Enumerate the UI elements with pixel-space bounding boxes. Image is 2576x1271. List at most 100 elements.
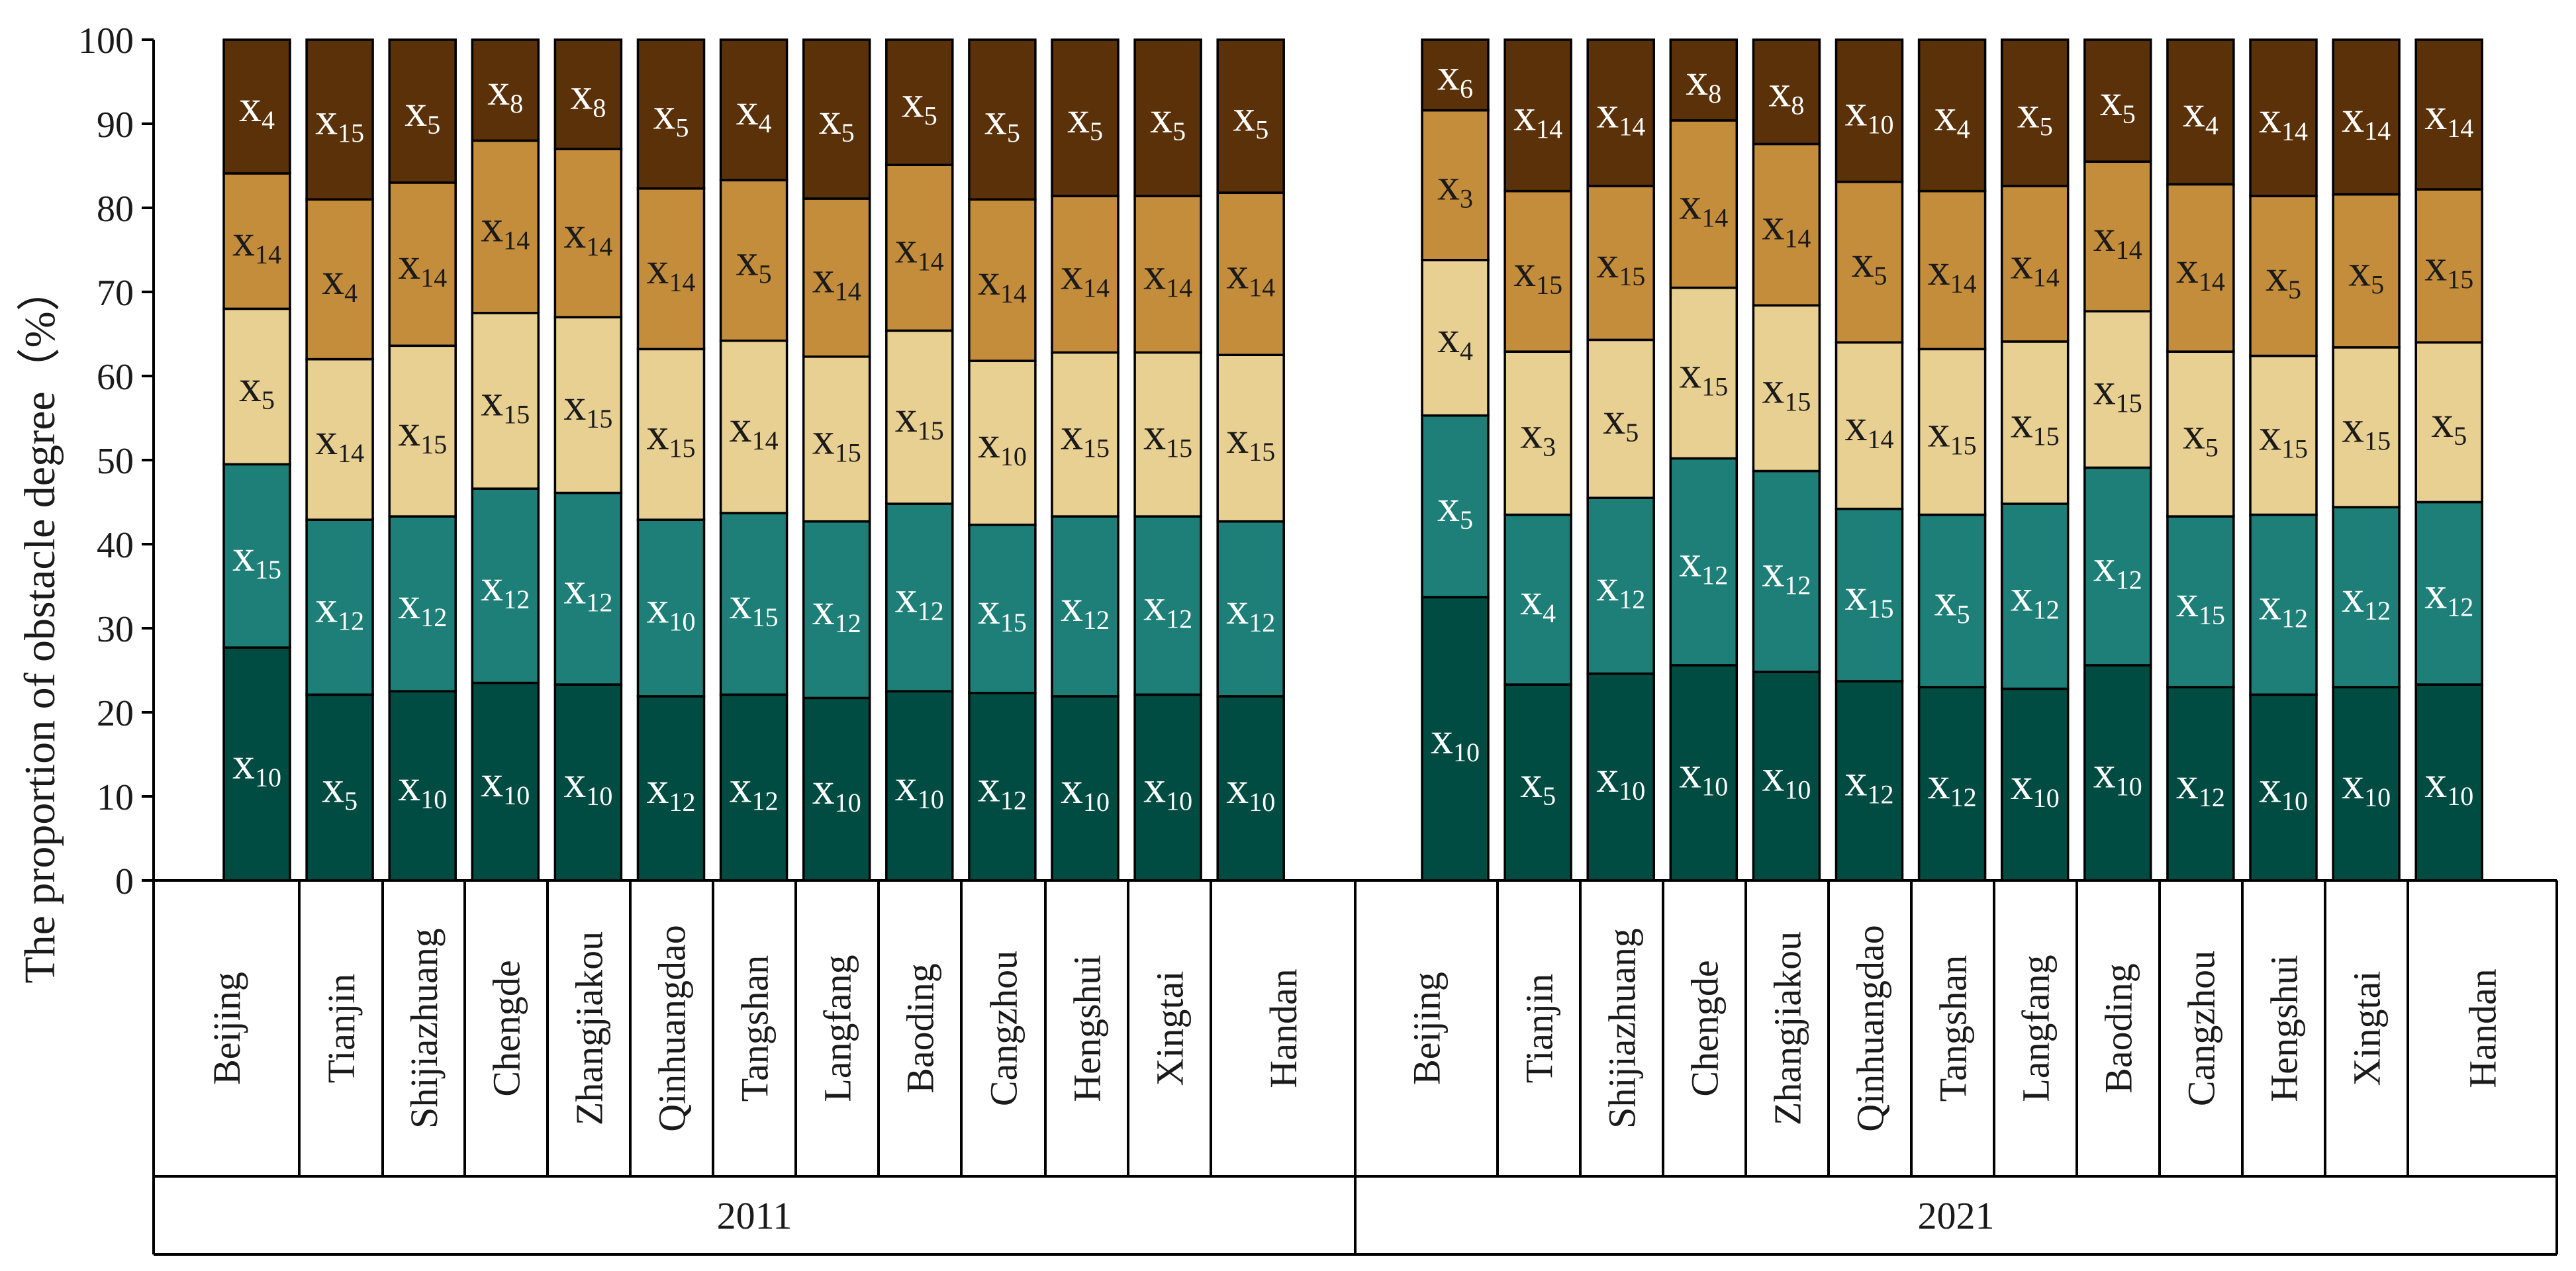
x-category-label: Tangshan (734, 955, 777, 1102)
bar-segment (305, 693, 374, 882)
bar-segment (222, 172, 291, 310)
bar-segment (1586, 672, 1655, 882)
x-category-label: Baoding (899, 963, 942, 1094)
segment-label: x14 (2176, 242, 2225, 297)
year-group-label: 2021 (1918, 1194, 1995, 1237)
segment-label: x5 (1934, 575, 1970, 630)
bar-segment (2414, 38, 2483, 191)
segment-label: x3 (1520, 407, 1556, 461)
segment-label: x10 (2342, 758, 2391, 812)
bar-segment (885, 690, 954, 882)
bar-segment (2249, 195, 2318, 357)
segment-label: x12 (1845, 755, 1894, 810)
bar-segment (471, 38, 540, 142)
segment-label: x14 (481, 201, 530, 256)
y-axis-title: The proportion of obstacle degree（%） (16, 267, 64, 983)
x-category-label: Tianjin (1518, 974, 1561, 1083)
bar-segment (222, 463, 291, 649)
segment-label: x10 (481, 756, 530, 810)
bar-segment (2000, 340, 2070, 505)
bar-segment (1216, 695, 1285, 882)
segment-label: x14 (232, 215, 281, 269)
bar-segment (802, 520, 871, 700)
bar-segment (2083, 310, 2152, 469)
segment-label: x4 (322, 254, 358, 308)
bar-segment (2414, 188, 2483, 344)
bar-segment (388, 344, 457, 518)
segment-label: x10 (812, 763, 861, 818)
bar-segment (2414, 683, 2483, 882)
year-group-label: 2011 (717, 1194, 792, 1237)
segment-label: x12 (2011, 571, 2060, 625)
x-category-label: Shijiazhuang (1601, 928, 1644, 1129)
bar-segment (1051, 195, 1120, 354)
segment-label: x15 (1928, 406, 1977, 460)
y-tick-label: 70 (97, 273, 134, 314)
x-category-label: Zhangjiakou (1766, 931, 1809, 1125)
y-tick-label: 60 (97, 357, 134, 398)
x-category-label: Tianjin (320, 974, 363, 1083)
x-category-label: Beijing (1406, 972, 1449, 1085)
segment-label: x5 (819, 93, 855, 148)
bar-segment (2166, 183, 2235, 353)
segment-label: x15 (812, 413, 861, 467)
segment-label: x15 (1143, 408, 1192, 463)
bar-segment (1503, 189, 1572, 353)
bar-segment (305, 357, 374, 521)
bar-segment (1752, 304, 1821, 473)
segment-label: x10 (1596, 751, 1645, 806)
segment-label: x12 (1143, 580, 1192, 634)
y-tick-label: 0 (115, 861, 134, 902)
x-category-label: Hengshui (2263, 955, 2306, 1102)
bar-segment (305, 198, 374, 361)
bar-segment (553, 316, 623, 494)
segment-label: x15 (1845, 569, 1894, 624)
segment-label: x14 (563, 207, 612, 261)
bar-segment (802, 38, 871, 200)
bar-segment (305, 38, 374, 201)
segment-label: x15 (978, 583, 1027, 637)
bar-segment (1586, 496, 1655, 675)
bar-segment (1216, 520, 1285, 698)
segment-label: x10 (895, 760, 944, 814)
bar-segment (719, 38, 788, 181)
segment-label: x5 (2017, 87, 2053, 141)
bar-segment (1917, 686, 1987, 882)
segment-label: x5 (2431, 397, 2467, 451)
bar-segment (388, 690, 457, 882)
segment-label: x10 (2093, 747, 2142, 801)
bar-segment (1669, 664, 1739, 882)
segment-label: x4 (239, 81, 275, 135)
segment-label: x4 (1520, 574, 1556, 628)
x-category-label: Hengshui (1066, 955, 1109, 1102)
segment-label: x14 (1762, 199, 1811, 253)
bars (222, 38, 2483, 882)
segment-label: x14 (812, 252, 861, 306)
segment-label: x12 (1596, 560, 1645, 614)
segment-label: x12 (978, 761, 1027, 815)
segment-label: x12 (2342, 571, 2391, 626)
bar-segment (1835, 680, 1904, 882)
bar-segment (2166, 686, 2235, 882)
bar-segment (1752, 671, 1821, 882)
x-category-label: Langfang (2015, 955, 2058, 1102)
y-tick-label: 30 (97, 609, 134, 650)
segment-label: x15 (647, 408, 696, 463)
segment-label: x5 (405, 85, 440, 140)
x-category-label: Qinhuangdao (1849, 925, 1892, 1132)
bar-segment (1133, 693, 1202, 882)
segment-label: x4 (1934, 89, 1970, 144)
segment-label: x14 (1513, 89, 1562, 144)
x-category-label: Chengde (485, 960, 528, 1096)
segment-label: x15 (2011, 397, 2060, 451)
x-category-label: Handan (2461, 968, 2504, 1088)
segment-label: x15 (2342, 401, 2391, 455)
segment-label: x10 (1845, 85, 1894, 139)
segment-labels: x10 x15 x5 x14 x4 x5 x12 x14 x4 x15 x10 x12 x15 x14 x5… (232, 49, 2473, 818)
bar-segment (553, 38, 623, 150)
segment-label: x15 (315, 94, 364, 148)
bar-segment (1051, 38, 1120, 197)
segment-label: x14 (1596, 87, 1645, 141)
segment-label: x12 (1061, 581, 1110, 635)
bar-segment (553, 148, 623, 318)
